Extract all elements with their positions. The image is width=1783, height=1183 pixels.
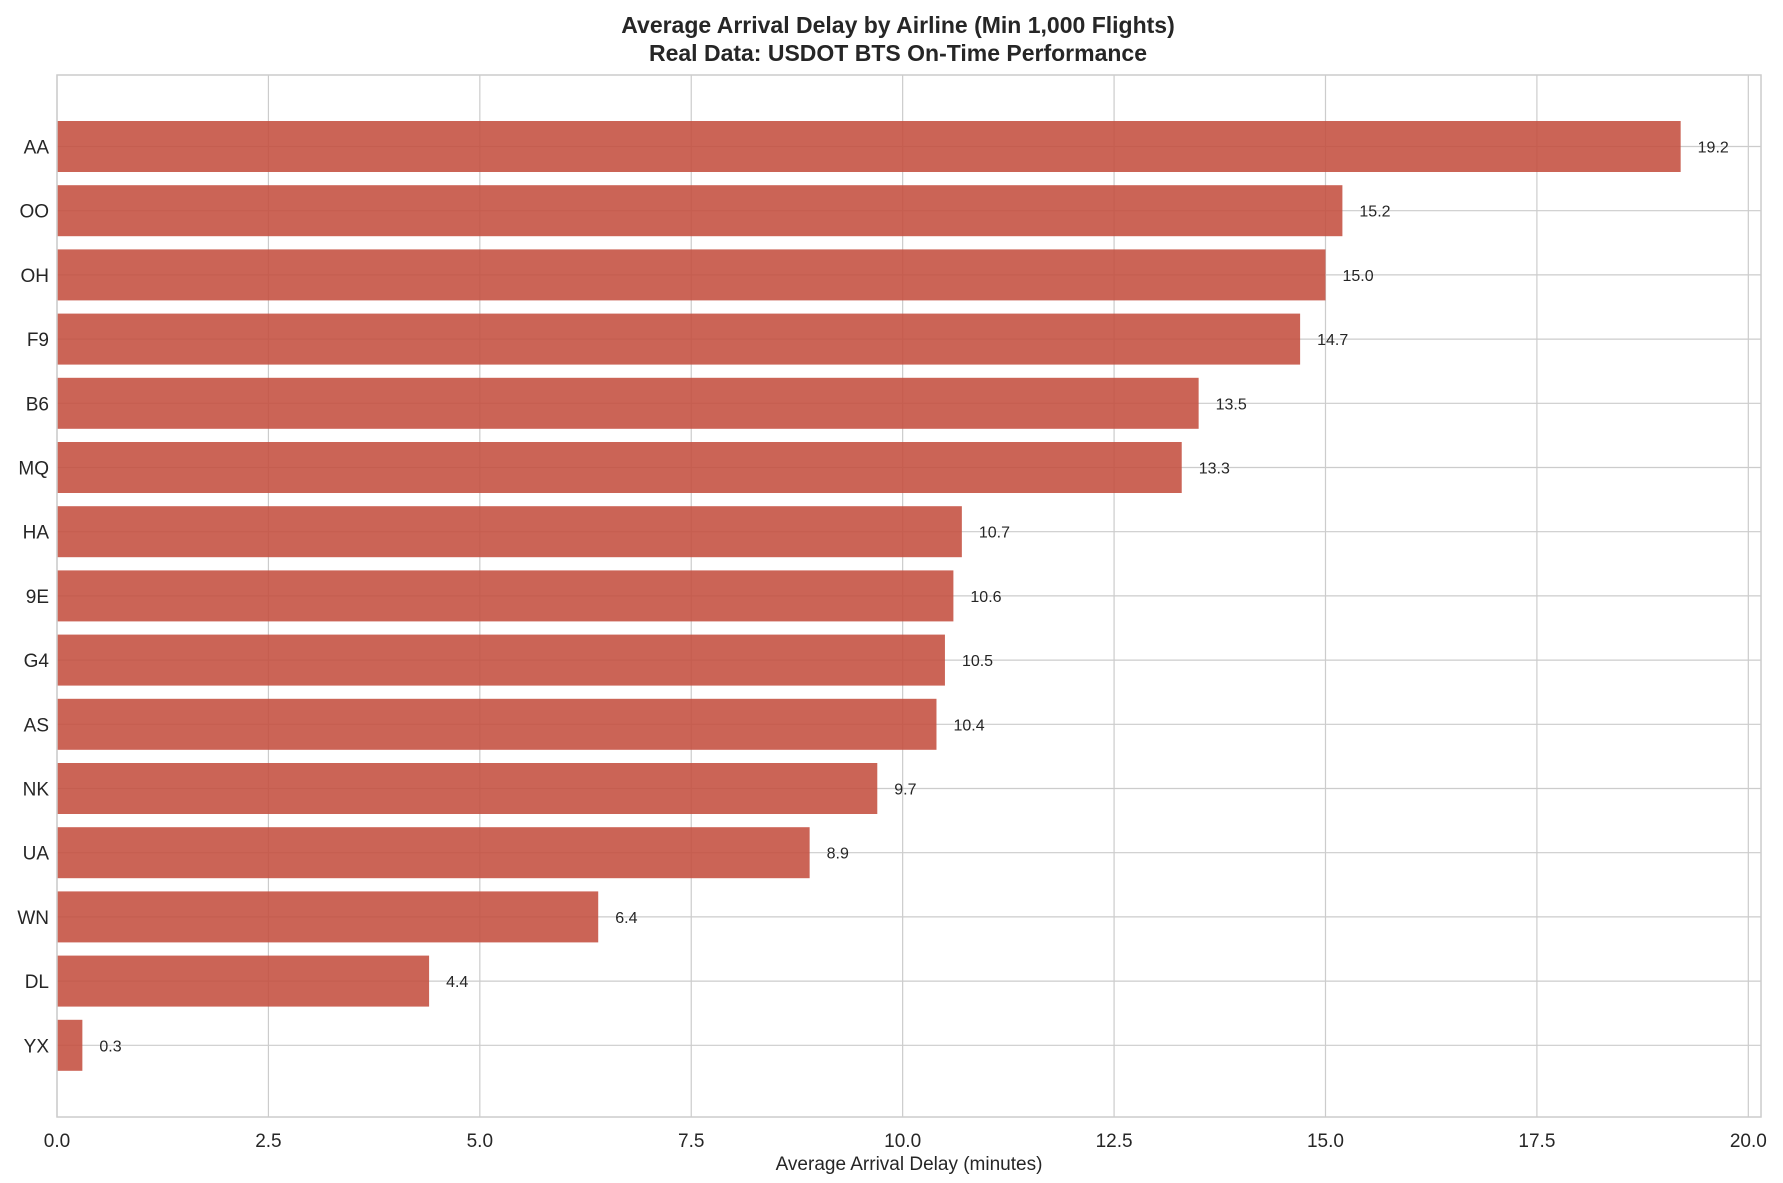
bar-value-label: 6.4 — [615, 910, 637, 927]
bar-value-label: 13.5 — [1216, 396, 1247, 413]
x-tick-label: 10.0 — [884, 1131, 921, 1152]
x-tick-label: 5.0 — [467, 1131, 493, 1152]
bar-value-label: 19.2 — [1698, 140, 1729, 157]
bar-value-label: 10.5 — [962, 653, 993, 670]
y-tick-label: 9E — [26, 587, 49, 608]
y-axis-ticks: AA OO OH F9 B6 MQ HA 9E G4 AS NK UA WN DL YX — [17, 138, 49, 1058]
x-axis-ticks: 0.0 2.5 5.0 7.5 10.0 12.5 15.0 17.5 20.0 — [44, 1131, 1767, 1152]
y-tick-label: DL — [25, 972, 49, 993]
y-tick-label: OO — [19, 202, 49, 223]
bar-wn — [57, 891, 599, 943]
bar-oh — [57, 249, 1326, 301]
y-tick-label: YX — [24, 1036, 50, 1057]
y-tick-label: B6 — [26, 394, 49, 415]
x-tick-label: 20.0 — [1730, 1131, 1767, 1152]
bar-value-label: 14.7 — [1317, 332, 1348, 349]
bar-value-label: 15.0 — [1342, 268, 1373, 285]
y-tick-label: F9 — [27, 330, 49, 351]
chart-title: Average Arrival Delay by Airline (Min 1,… — [621, 12, 1174, 38]
bar-value-label: 8.9 — [827, 846, 849, 863]
bars — [57, 121, 1681, 1071]
x-tick-label: 2.5 — [255, 1131, 281, 1152]
bar-ha — [57, 506, 962, 558]
y-tick-label: AS — [24, 715, 49, 736]
bar-f9 — [57, 313, 1301, 365]
bar-value-label: 10.4 — [953, 717, 984, 734]
x-tick-label: 15.0 — [1307, 1131, 1344, 1152]
x-axis-label: Average Arrival Delay (minutes) — [776, 1154, 1043, 1175]
x-tick-label: 12.5 — [1096, 1131, 1133, 1152]
bar-aa — [57, 121, 1681, 172]
x-tick-label: 17.5 — [1518, 1131, 1555, 1152]
y-tick-label: OH — [21, 266, 50, 287]
bar-b6 — [57, 377, 1199, 429]
bar-value-label: 4.4 — [446, 974, 468, 991]
x-tick-label: 7.5 — [678, 1131, 704, 1152]
bar-value-label: 15.2 — [1359, 204, 1390, 221]
bar-value-label: 10.7 — [979, 525, 1010, 542]
bar-9e — [57, 570, 954, 622]
y-tick-label: NK — [23, 780, 50, 801]
y-tick-label: WN — [17, 908, 49, 929]
bar-value-label: 9.7 — [894, 782, 916, 799]
value-labels: 19.2 15.2 15.0 14.7 13.5 13.3 10.7 10.6 10.5 10.4… — [99, 140, 1729, 1056]
y-tick-label: G4 — [24, 651, 50, 672]
bar-dl — [57, 955, 430, 1007]
bar-oo — [57, 185, 1343, 237]
x-tick-label: 0.0 — [44, 1131, 70, 1152]
plot-frame — [56, 74, 1762, 1118]
y-tick-label: AA — [24, 138, 50, 159]
bar-value-label: 10.6 — [970, 589, 1001, 606]
bar-value-label: 0.3 — [99, 1038, 121, 1055]
y-tick-label: MQ — [18, 459, 49, 480]
bar-value-label: 13.3 — [1199, 461, 1230, 478]
bar-as — [57, 698, 937, 750]
bar-mq — [57, 442, 1182, 493]
bar-nk — [57, 763, 878, 814]
bar-yx — [57, 1019, 83, 1071]
chart-subtitle: Real Data: USDOT BTS On-Time Performance — [649, 40, 1147, 66]
bar-ua — [57, 827, 810, 879]
y-tick-label: UA — [23, 844, 50, 865]
bar-g4 — [57, 634, 945, 686]
y-tick-label: HA — [23, 523, 50, 544]
